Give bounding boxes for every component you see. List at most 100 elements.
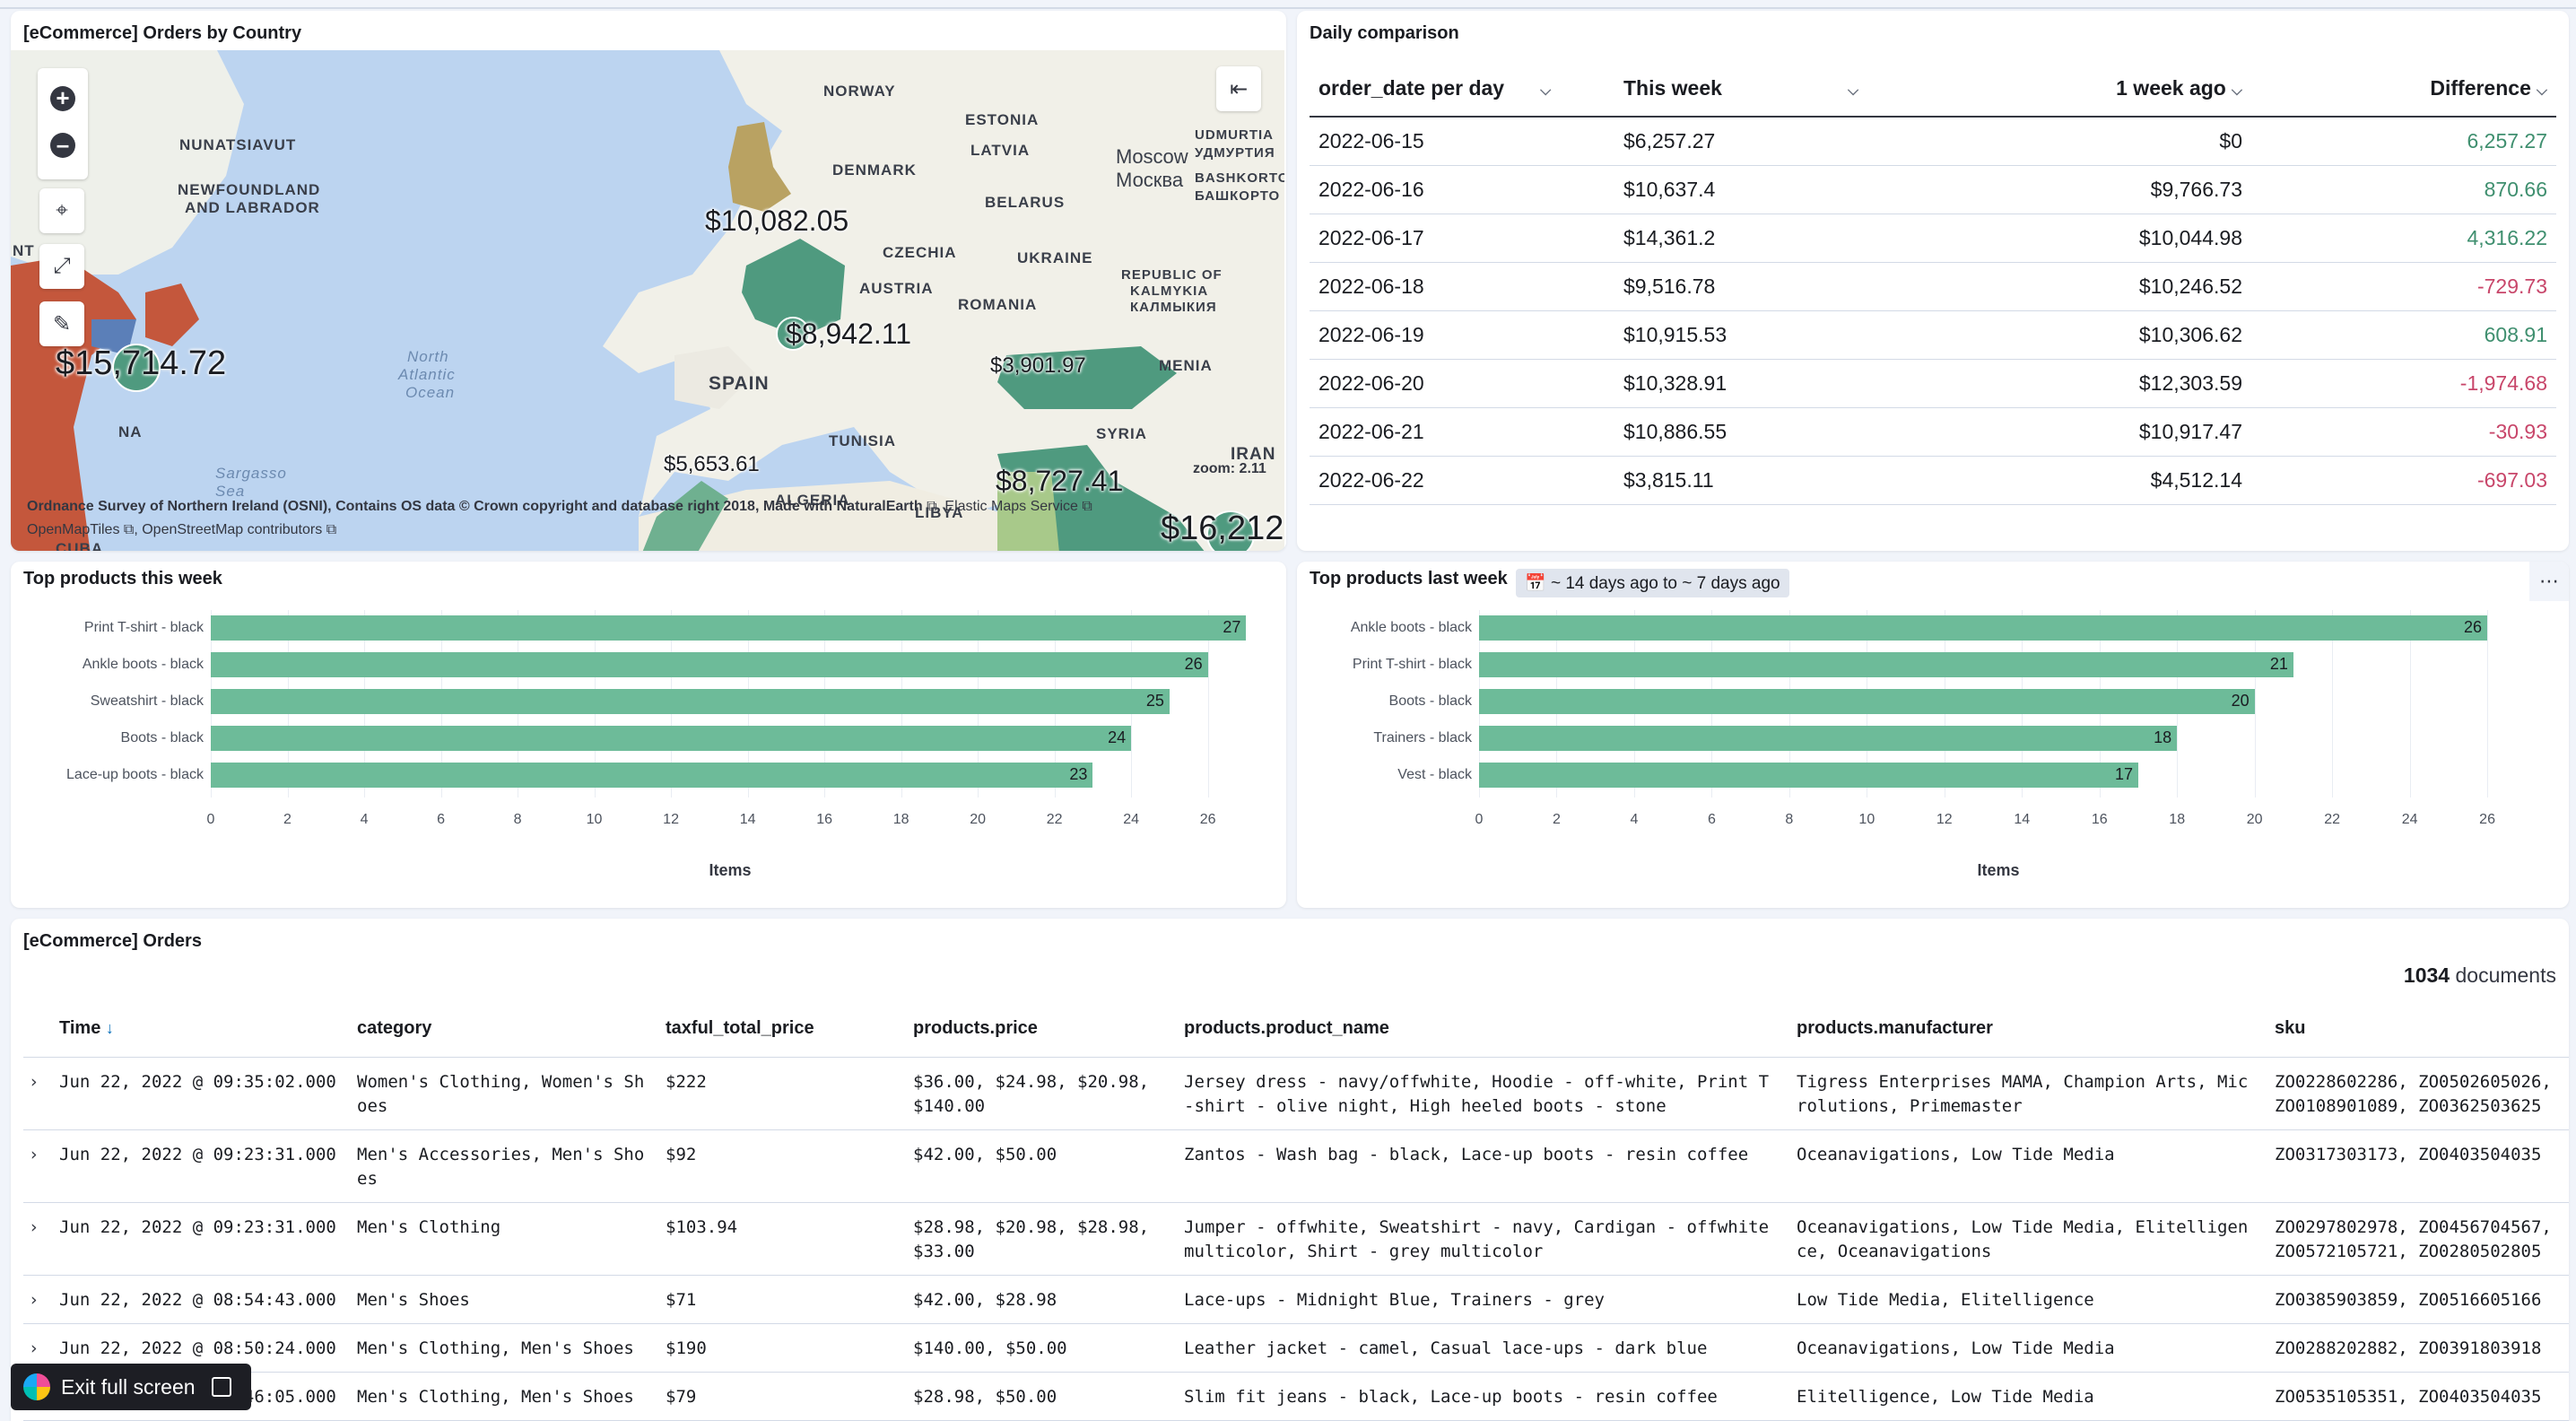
bar[interactable] xyxy=(1479,652,2293,677)
bar[interactable] xyxy=(211,652,1208,677)
map-place-label: Moscow xyxy=(1116,145,1188,168)
chevron-down-icon[interactable]: ⌵ xyxy=(2231,83,2242,99)
elastic-logo-icon xyxy=(23,1373,50,1400)
attribution-omt-link[interactable]: OpenMapTiles xyxy=(27,522,120,537)
crosshair-icon: ⌖ xyxy=(56,198,68,222)
panel-options-button[interactable]: ⋯ xyxy=(2529,562,2569,601)
price-cell: $42.00, $50.00 xyxy=(913,1129,1184,1203)
zoom-in-icon[interactable]: + xyxy=(50,86,75,111)
map-place-label: BASHKORTO xyxy=(1195,170,1284,186)
map-canvas[interactable]: NORWAY ESTONIA LATVIA DENMARK BELARUS UD… xyxy=(11,50,1284,551)
daily-difference-cell: 870.66 xyxy=(2242,165,2556,214)
x-tick-label: 12 xyxy=(663,812,679,827)
column-header-total-price[interactable]: taxful_total_price xyxy=(666,1001,913,1058)
map-place-label: UKRAINE xyxy=(1017,249,1093,266)
attribution-ems-link[interactable]: Elastic Maps Service xyxy=(944,499,1078,514)
expand-row-icon[interactable]: › xyxy=(23,1202,59,1276)
table-row[interactable]: › Jun 22, 2022 @ 09:23:31.000 Men's Access… xyxy=(23,1129,2569,1203)
expand-row-icon[interactable]: › xyxy=(23,1129,59,1203)
map-panel: [eCommerce] Orders by Country NORWAY EST… xyxy=(11,11,1286,551)
bar-category-label: Sweatshirt - black xyxy=(90,693,204,709)
table-row[interactable]: › Jun 22, 2022 @ 08:54:43.000 Men's Shoes $… xyxy=(23,1275,2569,1324)
price-cell: $28.98, $50.00 xyxy=(913,1372,1184,1421)
table-row[interactable]: › Jun 22, 2022 @ 09:23:31.000 Men's Clothi… xyxy=(23,1202,2569,1276)
expand-column-header xyxy=(23,1001,59,1058)
bar[interactable] xyxy=(1479,726,2178,751)
column-header-price[interactable]: products.price xyxy=(913,1001,1184,1058)
bar[interactable] xyxy=(1479,763,2138,788)
bar[interactable] xyxy=(211,689,1170,714)
fit-to-data-button[interactable]: ⌖ xyxy=(39,188,84,233)
column-header-week-ago[interactable]: 1 week ago ⌵ xyxy=(1928,61,2242,118)
map-value-label: $10,082.05 xyxy=(705,205,849,237)
exit-full-screen-button[interactable]: Exit full screen xyxy=(11,1364,251,1410)
daily-date-cell: 2022-06-21 xyxy=(1310,407,1623,457)
x-tick-label: 26 xyxy=(2479,812,2495,827)
map-place-label: UDMURTIA xyxy=(1195,127,1274,143)
layers-toggle-button[interactable]: ⇤ xyxy=(1216,66,1261,111)
gridline xyxy=(2409,610,2411,798)
draw-shape-button[interactable]: ⤢ xyxy=(39,244,84,289)
category-cell: Men's Shoes xyxy=(357,1275,666,1324)
map-place-label: IRAN xyxy=(1231,445,1276,464)
manufacturer-cell: Elitelligence, Low Tide Media xyxy=(1797,1372,2275,1421)
zoom-out-icon[interactable]: – xyxy=(50,133,75,158)
column-header-sku[interactable]: sku xyxy=(2275,1001,2569,1058)
column-header-this-week[interactable]: This week ⌵ xyxy=(1623,61,1928,118)
bar[interactable] xyxy=(211,763,1093,788)
map-place-label: ROMANIA xyxy=(958,296,1038,313)
map-place-label: БАШКОРТО xyxy=(1195,188,1281,204)
x-tick-label: 20 xyxy=(2246,812,2263,827)
bar[interactable] xyxy=(211,615,1247,641)
column-header-category[interactable]: category xyxy=(357,1001,666,1058)
table-row[interactable]: › Jun 22, 2022 @ 09:35:02.000 Women's Clot… xyxy=(23,1057,2569,1130)
daily-difference-cell: 6,257.27 xyxy=(2242,117,2556,166)
column-header-date[interactable]: order_date per day ⌵ xyxy=(1310,61,1623,118)
x-tick-label: 20 xyxy=(970,812,987,827)
map-place-label: BELARUS xyxy=(985,194,1066,211)
fullscreen-icon xyxy=(211,1377,231,1397)
region-uk xyxy=(728,122,791,212)
bar[interactable] xyxy=(1479,689,2255,714)
attribution-osm-link[interactable]: OpenStreetMap contributors xyxy=(142,522,323,537)
daily-week-ago-cell: $12,303.59 xyxy=(1928,359,2242,408)
top-products-this-week-panel: Top products this week Print T-shirt - b… xyxy=(11,562,1286,908)
product-name-cell: Jersey dress - navy/offwhite, Hoodie - o… xyxy=(1184,1057,1797,1130)
daily-this-week-cell: $10,886.55 xyxy=(1623,407,1928,457)
table-row[interactable]: › Jun 22, 2022 @ 08:50:24.000 Men's Clothi… xyxy=(23,1323,2569,1373)
attribution-link-icon: ⧉ xyxy=(326,522,337,537)
x-tick-label: 16 xyxy=(2091,812,2108,827)
chevron-down-icon[interactable]: ⌵ xyxy=(2536,83,2547,99)
chevron-down-icon[interactable]: ⌵ xyxy=(1540,83,1552,99)
gridline xyxy=(1207,610,1209,798)
daily-row: 2022-06-16 $10,637.4 $9,766.73 870.66 xyxy=(1310,165,2556,214)
daily-date-cell: 2022-06-22 xyxy=(1310,456,1623,505)
bar-value-label: 27 xyxy=(1223,618,1241,636)
daily-week-ago-cell: $10,306.62 xyxy=(1928,310,2242,360)
expand-row-icon[interactable]: › xyxy=(23,1057,59,1130)
column-header-time[interactable]: Time ↓ xyxy=(59,1001,357,1058)
draw-bounds-button[interactable]: ✎ xyxy=(39,301,84,346)
column-header-difference[interactable]: Difference ⌵ xyxy=(2242,61,2556,118)
x-axis-title: Items xyxy=(709,861,752,879)
total-price-cell: $190 xyxy=(666,1323,913,1373)
sort-desc-icon[interactable]: ↓ xyxy=(105,1019,114,1038)
chevron-down-icon[interactable]: ⌵ xyxy=(1847,83,1859,99)
sku-cell: ZO0317303173, ZO0403504035 xyxy=(2275,1129,2569,1203)
collapse-layers-icon: ⇤ xyxy=(1229,76,1249,101)
daily-row: 2022-06-20 $10,328.91 $12,303.59 -1,974.68 xyxy=(1310,359,2556,408)
time-range-badge[interactable]: 📅 ~ 14 days ago to ~ 7 days ago xyxy=(1516,569,1789,597)
category-cell: Men's Clothing, Men's Shoes xyxy=(357,1323,666,1373)
calendar-icon: 📅 xyxy=(1525,574,1546,593)
expand-row-icon[interactable]: › xyxy=(23,1275,59,1324)
column-header-manufacturer[interactable]: products.manufacturer xyxy=(1797,1001,2275,1058)
daily-date-cell: 2022-06-20 xyxy=(1310,359,1623,408)
bar[interactable] xyxy=(211,726,1132,751)
attribution-text: Ordnance Survey of Northern Ireland (OSN… xyxy=(27,499,923,514)
document-count: 1034 documents xyxy=(2404,963,2556,988)
column-header-product-name[interactable]: products.product_name xyxy=(1184,1001,1797,1058)
x-tick-label: 6 xyxy=(1707,812,1716,827)
map-value-label: $8,942.11 xyxy=(786,318,911,350)
bar[interactable] xyxy=(1479,615,2488,641)
